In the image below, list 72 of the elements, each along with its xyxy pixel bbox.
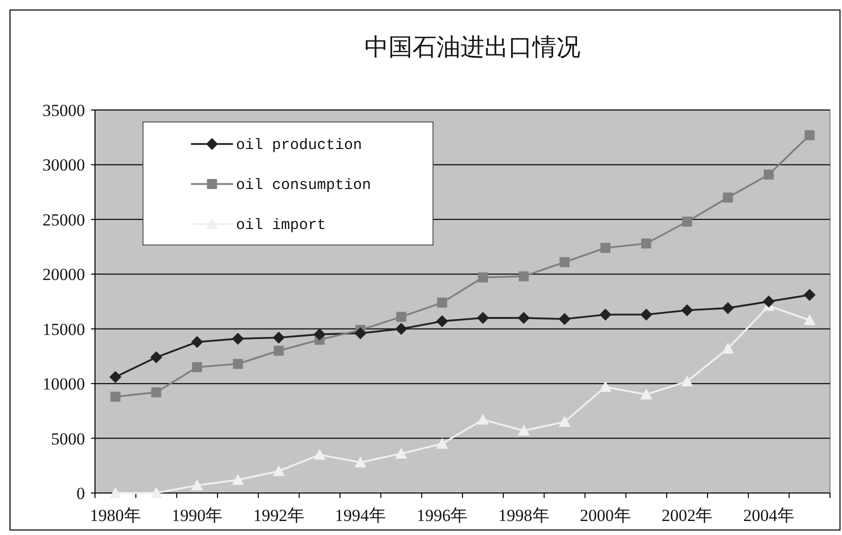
point [518, 424, 530, 436]
point [804, 288, 816, 301]
point [232, 474, 244, 485]
point [476, 312, 489, 324]
point [150, 487, 162, 498]
point [109, 487, 122, 498]
point [804, 130, 815, 140]
point [762, 296, 775, 308]
y-tick-label: 20000 [42, 265, 85, 284]
point [722, 192, 733, 203]
point [354, 456, 366, 468]
point [151, 387, 162, 398]
y-tick-label: 10000 [42, 374, 85, 394]
point [272, 465, 285, 476]
point [476, 414, 489, 425]
point [314, 328, 326, 340]
point [599, 308, 612, 321]
y-tick-label: 15000 [42, 320, 85, 339]
point [436, 315, 448, 328]
point [640, 308, 652, 321]
point [396, 312, 406, 322]
point [232, 358, 243, 369]
x-tick-label: 1994年 [334, 506, 386, 525]
x-tick-label: 1996年 [416, 506, 468, 525]
point [518, 312, 530, 324]
point [354, 327, 366, 340]
point [722, 302, 734, 314]
point [191, 479, 204, 490]
point [478, 272, 488, 282]
point [192, 362, 202, 372]
point [274, 346, 284, 356]
y-tick-label: 30000 [42, 156, 85, 175]
x-tick-label: 2000年 [580, 506, 631, 525]
point [560, 257, 570, 268]
point [681, 375, 694, 386]
point [599, 380, 612, 392]
point [272, 332, 285, 344]
point [314, 448, 326, 460]
point [764, 170, 774, 180]
x-tick-label: 1992年 [253, 506, 304, 525]
legend-label: oil consumption [236, 177, 372, 194]
legend-label: oil import [236, 217, 326, 234]
legend-label: oil production [236, 137, 362, 154]
point [640, 388, 652, 400]
point [681, 304, 694, 316]
y-tick-label: 35000 [42, 101, 85, 120]
point [804, 314, 816, 326]
x-tick-label: 1990年 [172, 506, 223, 525]
point [722, 342, 734, 354]
point [600, 242, 610, 253]
x-tick-label: 2002年 [662, 506, 713, 525]
point [150, 351, 162, 364]
point [109, 371, 122, 384]
point [437, 298, 448, 308]
point [395, 448, 408, 459]
x-tick-label: 1998年 [498, 506, 550, 525]
x-tick-label: 1980年 [90, 506, 141, 525]
point [395, 322, 408, 335]
y-tick-label: 5000 [51, 429, 85, 448]
y-tick-label: 0 [76, 484, 85, 503]
point [558, 416, 571, 427]
chart-title: 中国石油进出口情况 [364, 35, 580, 61]
point [518, 271, 529, 282]
point [641, 238, 652, 249]
y-tick-label: 25000 [42, 210, 85, 230]
point [558, 313, 571, 326]
point [682, 216, 692, 227]
point [232, 332, 244, 345]
point [436, 438, 448, 449]
x-tick-label: 2004年 [743, 506, 794, 525]
point [191, 336, 204, 348]
point [110, 392, 120, 402]
